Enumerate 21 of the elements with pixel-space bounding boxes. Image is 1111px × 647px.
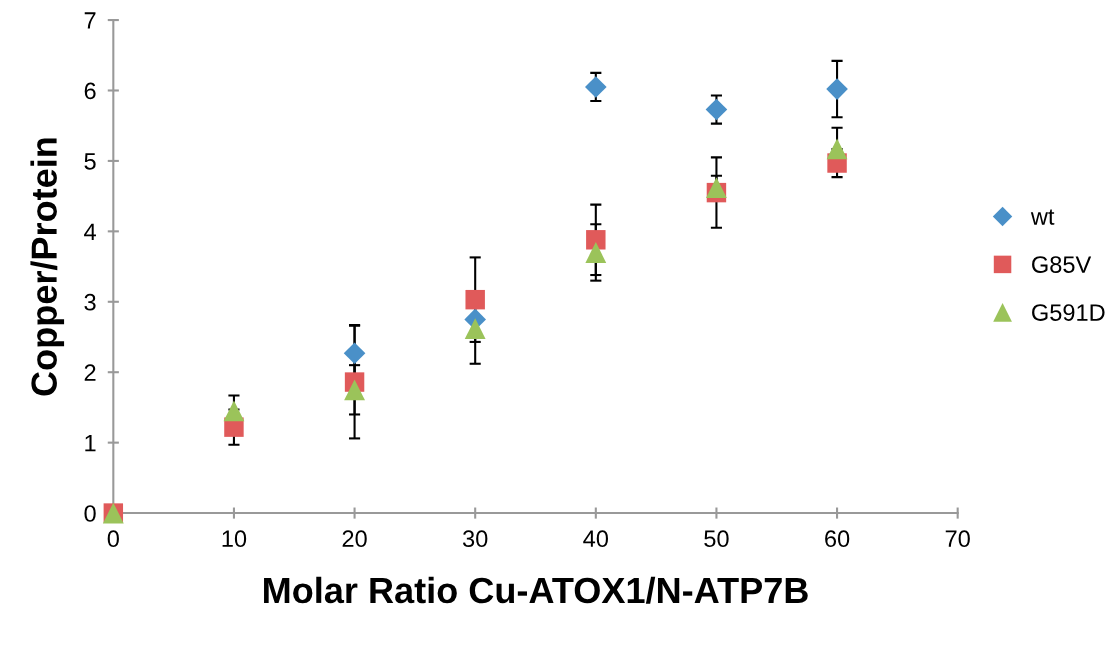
y-tick-label: 0 [84,505,96,522]
legend-label: G591D [1032,304,1105,321]
y-tick-label: 1 [85,434,96,452]
x-tick-label: 0 [107,530,119,548]
x-tick-label: 10 [222,530,247,548]
y-tick-label: 6 [84,82,96,100]
x-tick-label: 50 [704,530,729,548]
y-tick-label: 5 [84,153,96,170]
y-tick-label: 7 [84,12,96,29]
y-tick-label: 4 [84,223,96,240]
x-tick-label: 70 [945,530,970,548]
legend-label: G85V [1032,256,1092,273]
x-tick-label: 30 [462,530,488,548]
x-tick-label: 40 [583,530,609,548]
x-tick-label: 20 [342,530,367,548]
y-axis-title: Copper/Protein [30,138,65,396]
legend-label: wt [1030,209,1055,225]
y-tick-label: 3 [84,293,96,311]
y-tick-label: 2 [84,364,96,381]
x-axis-title: Molar Ratio Cu-ATOX1/N-ATP7B [264,576,808,604]
x-tick-label: 60 [825,530,850,548]
